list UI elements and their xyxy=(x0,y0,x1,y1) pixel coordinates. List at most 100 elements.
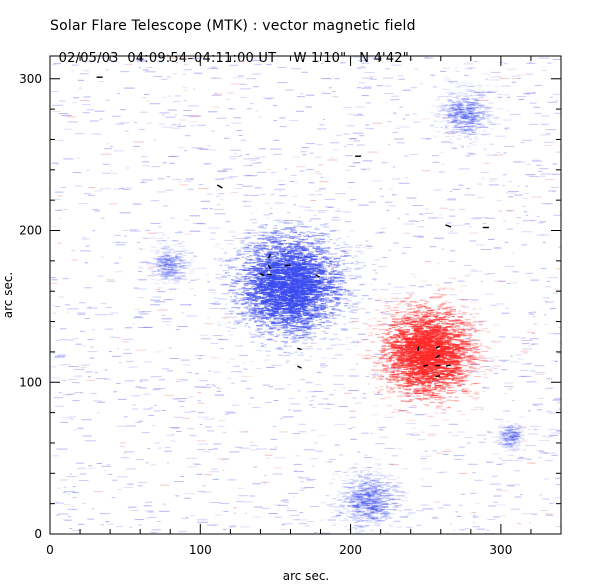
noise-streak xyxy=(346,125,356,127)
region-negative-pixel xyxy=(239,279,243,281)
region-negative-pixel xyxy=(297,283,302,285)
noise-streak xyxy=(68,416,77,418)
region-negative-pixel xyxy=(269,289,275,291)
noise-streak xyxy=(99,118,103,120)
region-negative-pixel xyxy=(310,258,314,260)
noise-streak xyxy=(522,220,533,222)
noise-streak xyxy=(161,314,166,316)
noise-streak xyxy=(66,311,70,313)
region-negative-pixel xyxy=(236,322,241,324)
noise-streak xyxy=(372,263,376,265)
noise-streak xyxy=(167,324,170,326)
region-negative-pixel xyxy=(219,264,223,266)
noise-streak xyxy=(432,161,440,163)
region-negative-pixel xyxy=(314,280,321,282)
noise-streak xyxy=(212,67,219,69)
noise-streak xyxy=(212,523,220,525)
noise-streak xyxy=(489,143,494,145)
region-positive-pixel xyxy=(375,422,378,424)
region-negative-pixel xyxy=(306,275,311,278)
region-negative-pixel xyxy=(292,301,298,304)
region-negative-pixel xyxy=(263,224,269,226)
region-negative-pixel xyxy=(283,345,289,348)
region-negative-pixel xyxy=(253,292,258,294)
noise-streak xyxy=(356,87,361,89)
noise-streak xyxy=(139,387,147,389)
region-negative-pixel xyxy=(271,246,279,248)
region-negative-pixel xyxy=(220,284,227,286)
region-negative-pixel xyxy=(295,246,299,248)
noise-streak xyxy=(119,446,125,448)
region-negative-pixel xyxy=(260,281,263,283)
region-negative-pixel xyxy=(288,330,294,333)
noise-streak xyxy=(466,156,470,157)
noise-streak xyxy=(432,450,438,452)
region-negative-pixel xyxy=(322,310,327,313)
region-negative-pixel xyxy=(277,281,281,283)
region-negative-pixel xyxy=(289,333,295,335)
region-negative-pixel xyxy=(286,309,292,312)
region-negative-pixel xyxy=(306,328,312,331)
region-negative-pixel xyxy=(336,271,341,273)
noise-streak xyxy=(431,518,439,519)
region-negative-pixel xyxy=(265,297,268,299)
noise-streak xyxy=(259,193,267,195)
noise-streak xyxy=(125,451,134,453)
region-negative-pixel xyxy=(327,282,334,284)
region-negative-pixel xyxy=(306,268,311,270)
noise-streak xyxy=(349,410,356,412)
noise-streak xyxy=(67,494,71,495)
region-negative-pixel xyxy=(292,282,299,284)
noise-streak xyxy=(342,270,352,272)
noise-streak xyxy=(414,276,417,278)
region-negative-pixel xyxy=(244,298,249,300)
region-negative-pixel xyxy=(310,243,314,245)
noise-streak xyxy=(209,307,218,309)
region-negative-pixel xyxy=(274,282,280,284)
region-negative-pixel xyxy=(294,255,299,257)
noise-streak xyxy=(448,261,455,262)
noise-streak xyxy=(72,172,82,174)
region-negative-pixel xyxy=(247,232,252,234)
region-negative-pixel xyxy=(334,294,341,296)
region-negative-pixel xyxy=(278,244,284,246)
region-negative-pixel xyxy=(270,265,276,267)
region-negative-pixel xyxy=(304,296,311,298)
noise-streak xyxy=(150,304,161,306)
region-positive-pixel xyxy=(367,335,373,337)
region-negative-pixel xyxy=(302,262,306,264)
region-negative-pixel xyxy=(307,288,314,290)
region-negative-pixel xyxy=(313,273,319,275)
noise-streak xyxy=(125,425,137,427)
noise-streak xyxy=(502,174,507,176)
region-negative-pixel xyxy=(299,292,303,294)
region-negative-pixel xyxy=(303,267,306,269)
noise-streak xyxy=(495,135,506,137)
noise-streak xyxy=(51,304,55,306)
noise-streak xyxy=(176,431,182,432)
region-positive-pixel xyxy=(392,378,399,380)
region-negative-pixel xyxy=(318,272,324,274)
noise-streak xyxy=(559,145,561,147)
region-negative-pixel xyxy=(280,306,284,308)
region-negative-pixel xyxy=(250,336,254,338)
noise-streak xyxy=(101,465,111,467)
noise-streak xyxy=(100,153,112,155)
region-positive-pixel xyxy=(458,310,461,312)
region-negative-pixel xyxy=(290,227,296,229)
region-negative-pixel xyxy=(317,241,320,243)
noise-streak xyxy=(559,151,561,153)
noise-streak xyxy=(487,519,496,520)
noise-streak xyxy=(150,531,157,533)
region-negative-pixel xyxy=(274,311,279,313)
noise-streak xyxy=(465,528,470,529)
region-negative-pixel xyxy=(286,267,293,269)
noise-streak xyxy=(142,311,152,313)
region-negative-pixel xyxy=(251,312,257,314)
noise-streak xyxy=(158,123,165,125)
noise-streak xyxy=(84,193,92,195)
noise-streak xyxy=(378,436,389,438)
region-negative-pixel xyxy=(295,286,301,288)
noise-streak xyxy=(447,432,450,434)
region-negative-pixel xyxy=(356,244,362,246)
